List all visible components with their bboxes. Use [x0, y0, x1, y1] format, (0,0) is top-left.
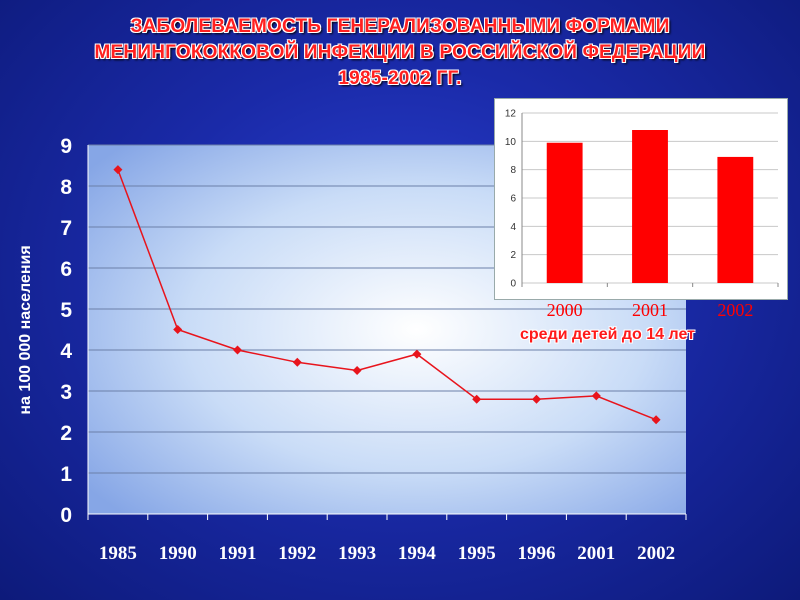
x-tick-label: 1991	[219, 543, 257, 564]
x-tick-label: 1996	[518, 543, 556, 564]
data-point	[412, 349, 422, 359]
x-tick-label: 1985	[99, 543, 137, 564]
inset-caption: среди детей до 14 лет	[520, 326, 695, 343]
inset-y-tick-label: 10	[505, 137, 517, 148]
inset-y-tick-label: 2	[510, 250, 516, 261]
x-tick-label: 1992	[278, 543, 316, 564]
data-point	[113, 165, 123, 175]
data-point	[532, 394, 541, 404]
inset-y-tick-label: 4	[510, 222, 516, 233]
y-axis-label: на 100 000 населения	[17, 245, 34, 414]
x-tick-label: 2002	[637, 543, 675, 564]
inset-y-tick-label: 0	[510, 279, 516, 290]
y-tick-label: 9	[60, 135, 72, 158]
x-tick-label: 1995	[458, 543, 496, 564]
inset-bar	[546, 142, 583, 283]
x-tick-label: 2001	[577, 543, 615, 564]
inset-y-tick-label: 6	[510, 194, 516, 205]
y-tick-label: 6	[60, 258, 72, 281]
data-point	[591, 391, 601, 401]
inset-x-tick-label: 2002	[717, 300, 753, 320]
y-tick-label: 7	[60, 217, 72, 240]
data-point	[173, 325, 183, 334]
y-tick-label: 8	[60, 176, 72, 199]
data-point	[651, 415, 661, 425]
x-tick-label: 1993	[338, 543, 376, 564]
x-tick-label: 1990	[159, 543, 197, 564]
y-tick-label: 3	[60, 381, 72, 404]
data-point	[352, 366, 362, 375]
y-tick-label: 4	[60, 340, 72, 363]
title-line-2: МЕНИНГОКОККОВОЙ ИНФЕКЦИИ В РОССИЙСКОЙ ФЕ…	[94, 42, 706, 63]
inset-y-tick-label: 12	[505, 109, 517, 120]
inset-x-tick-label: 2000	[547, 300, 583, 320]
data-point	[233, 345, 242, 355]
x-tick-label: 1994	[398, 543, 437, 564]
inset-x-tick-label: 2001	[632, 300, 668, 320]
y-tick-label: 2	[60, 422, 72, 445]
y-tick-label: 1	[60, 463, 72, 486]
y-tick-label: 0	[60, 504, 72, 527]
inset-bar	[632, 130, 668, 283]
series-line	[117, 169, 657, 421]
title-line-3: 1985-2002 ГГ.	[338, 68, 462, 89]
chart-title: ЗАБОЛЕВАЕМОСТЬ ГЕНЕРАЛИЗОВАННЫМИ ФОРМАМИ…	[20, 14, 780, 92]
inset-bar	[717, 156, 754, 283]
y-tick-label: 5	[60, 299, 72, 322]
inset-y-tick-label: 8	[510, 165, 516, 176]
title-line-1: ЗАБОЛЕВАЕМОСТЬ ГЕНЕРАЛИЗОВАННЫМИ ФОРМАМИ	[130, 16, 670, 37]
data-point	[472, 394, 482, 404]
data-point	[292, 357, 302, 367]
